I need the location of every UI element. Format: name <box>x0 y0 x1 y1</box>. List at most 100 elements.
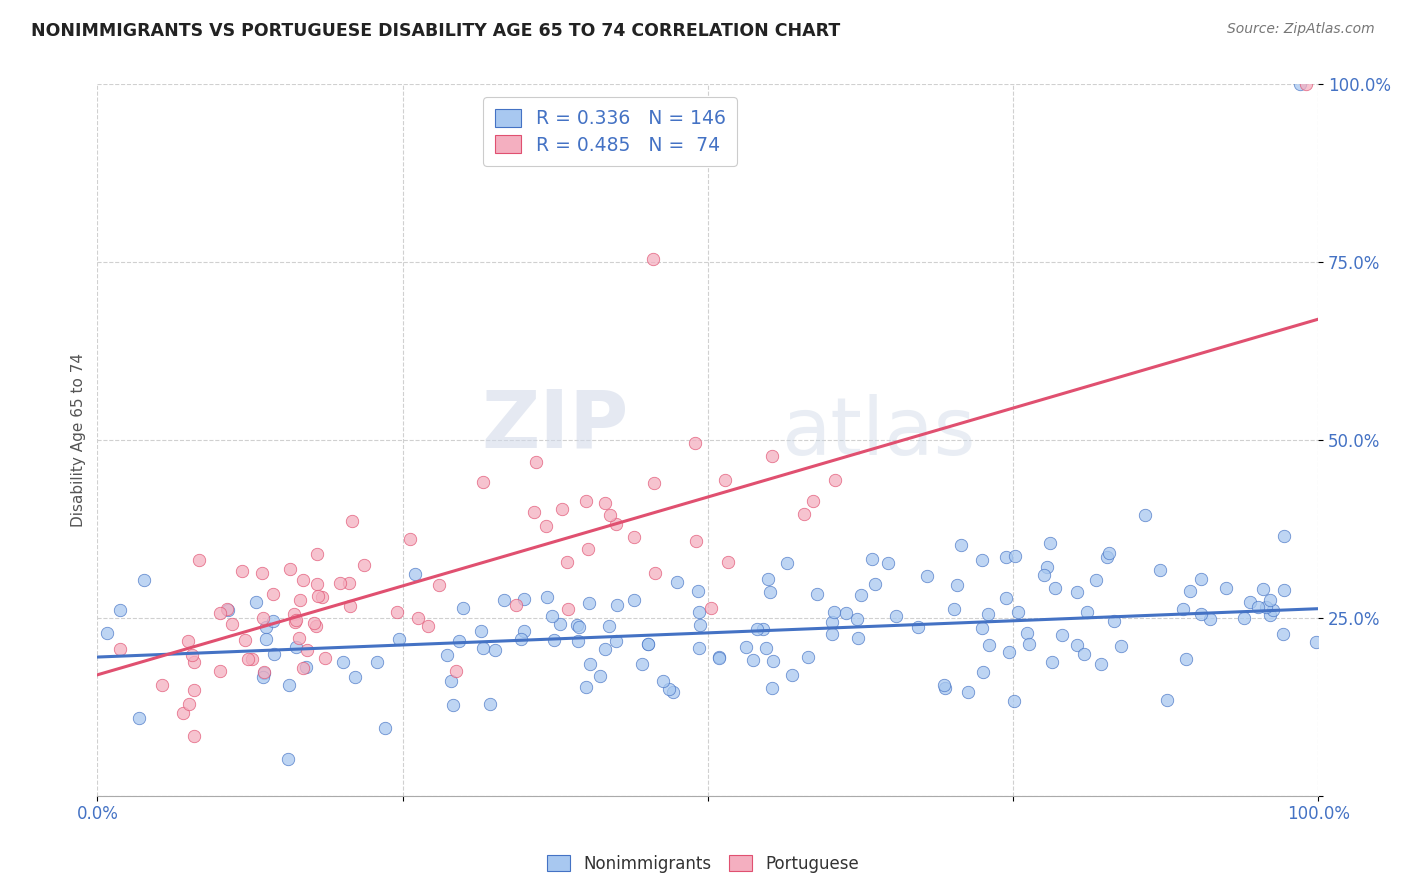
Point <box>666 574 689 589</box>
Point <box>1035 560 1057 574</box>
Point <box>1251 582 1274 596</box>
Point <box>314 650 336 665</box>
Point <box>1043 582 1066 596</box>
Point <box>709 650 731 665</box>
Text: NONIMMIGRANTS VS PORTUGUESE DISABILITY AGE 65 TO 74 CORRELATION CHART: NONIMMIGRANTS VS PORTUGUESE DISABILITY A… <box>31 22 841 40</box>
Point <box>1189 572 1212 586</box>
Point <box>977 607 1000 621</box>
Point <box>505 598 527 612</box>
Point <box>734 640 756 654</box>
Point <box>557 602 579 616</box>
Point <box>253 666 276 681</box>
Legend: Nonimmigrants, Portuguese: Nonimmigrants, Portuguese <box>540 848 866 880</box>
Point <box>440 674 463 689</box>
Point <box>593 496 616 510</box>
Point <box>1098 546 1121 560</box>
Point <box>792 508 814 522</box>
Point <box>295 660 318 674</box>
Point <box>284 613 307 627</box>
Point <box>1295 78 1317 92</box>
Point <box>651 673 673 688</box>
Point <box>181 648 204 662</box>
Point <box>782 668 804 682</box>
Point <box>436 648 458 662</box>
Point <box>568 620 591 634</box>
Point <box>262 614 284 628</box>
Point <box>238 652 260 666</box>
Point <box>1090 657 1112 672</box>
Point <box>1015 626 1038 640</box>
Point <box>172 706 194 721</box>
Point <box>1007 605 1029 619</box>
Text: Source: ZipAtlas.com: Source: ZipAtlas.com <box>1227 22 1375 37</box>
Point <box>998 645 1021 659</box>
Point <box>418 618 440 632</box>
Point <box>917 569 939 583</box>
Point <box>523 505 546 519</box>
Point <box>761 449 783 463</box>
Point <box>252 670 274 684</box>
Point <box>132 573 155 587</box>
Point <box>1272 583 1295 598</box>
Point <box>1272 529 1295 543</box>
Point <box>821 615 844 629</box>
Point <box>589 668 612 682</box>
Point <box>806 587 828 601</box>
Point <box>884 608 907 623</box>
Point <box>278 561 301 575</box>
Point <box>339 576 361 591</box>
Point <box>217 603 239 617</box>
Point <box>932 678 955 692</box>
Point <box>761 681 783 696</box>
Point <box>470 624 492 638</box>
Point <box>689 617 711 632</box>
Point <box>1305 635 1327 649</box>
Point <box>994 549 1017 564</box>
Point <box>801 494 824 508</box>
Point <box>231 564 253 578</box>
Point <box>1156 693 1178 707</box>
Point <box>637 637 659 651</box>
Point <box>1149 563 1171 577</box>
Point <box>599 508 621 522</box>
Point <box>441 698 464 712</box>
Point <box>283 607 305 621</box>
Point <box>221 617 243 632</box>
Point <box>605 517 627 532</box>
Point <box>641 252 664 266</box>
Point <box>256 620 278 634</box>
Point <box>284 615 307 630</box>
Point <box>96 626 118 640</box>
Point <box>1002 694 1025 708</box>
Point <box>484 643 506 657</box>
Point <box>388 632 411 646</box>
Point <box>453 600 475 615</box>
Point <box>1189 607 1212 621</box>
Point <box>176 634 198 648</box>
Point <box>934 681 956 696</box>
Point <box>876 556 898 570</box>
Point <box>683 436 706 450</box>
Point <box>623 593 645 607</box>
Point <box>662 685 685 699</box>
Point <box>449 634 471 648</box>
Point <box>865 576 887 591</box>
Point <box>340 514 363 528</box>
Point <box>578 596 600 610</box>
Point <box>385 605 408 619</box>
Point <box>762 654 785 668</box>
Legend: R = 0.336   N = 146, R = 0.485   N =  74: R = 0.336 N = 146, R = 0.485 N = 74 <box>484 97 737 166</box>
Point <box>1032 568 1054 582</box>
Y-axis label: Disability Age 65 to 74: Disability Age 65 to 74 <box>72 353 86 527</box>
Point <box>745 622 768 636</box>
Point <box>277 751 299 765</box>
Point <box>353 558 375 572</box>
Point <box>1215 581 1237 595</box>
Point <box>820 627 842 641</box>
Point <box>534 519 557 533</box>
Point <box>471 641 494 656</box>
Point <box>1258 592 1281 607</box>
Point <box>233 632 256 647</box>
Text: atlas: atlas <box>782 394 976 472</box>
Point <box>593 642 616 657</box>
